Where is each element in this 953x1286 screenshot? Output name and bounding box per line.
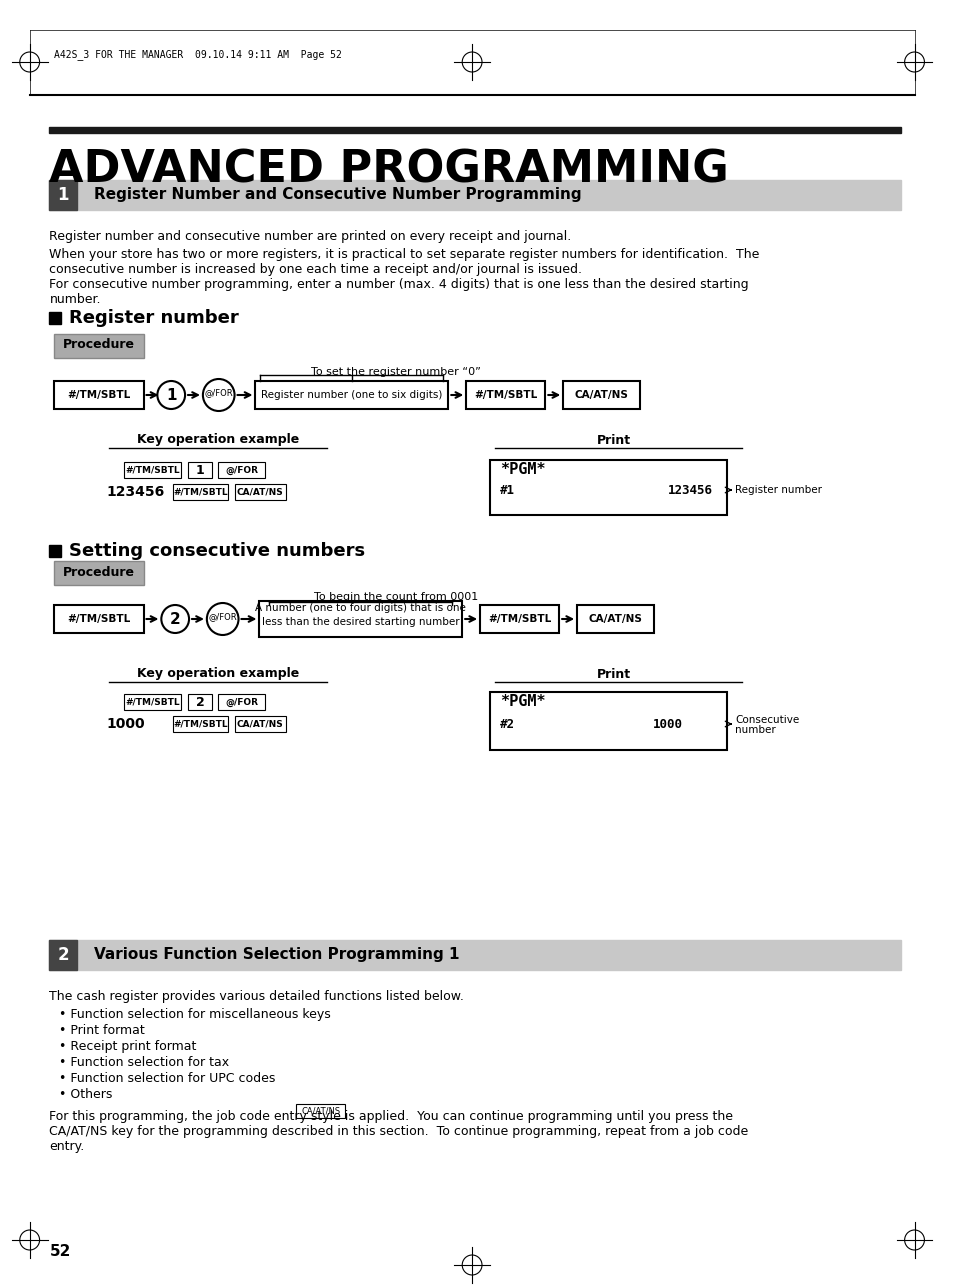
Text: @/FOR: @/FOR bbox=[225, 697, 257, 706]
Bar bbox=[54, 381, 143, 409]
Text: 123456: 123456 bbox=[667, 484, 712, 496]
Text: @/FOR: @/FOR bbox=[208, 612, 236, 621]
Bar bbox=[562, 381, 639, 409]
Bar bbox=[259, 601, 462, 637]
Text: #2: #2 bbox=[499, 718, 515, 730]
Bar bbox=[50, 940, 77, 970]
Bar bbox=[255, 381, 448, 409]
Text: #/TM/SBTL: #/TM/SBTL bbox=[474, 390, 537, 400]
Text: To begin the count from 0001: To begin the count from 0001 bbox=[314, 592, 477, 602]
Text: 1000: 1000 bbox=[107, 718, 146, 730]
Text: CA/AT/NS: CA/AT/NS bbox=[575, 390, 628, 400]
Text: Setting consecutive numbers: Setting consecutive numbers bbox=[70, 541, 365, 559]
Text: 1000: 1000 bbox=[653, 718, 682, 730]
Bar bbox=[54, 334, 143, 358]
Bar bbox=[466, 381, 545, 409]
Bar bbox=[124, 462, 181, 478]
Text: A42S_3 FOR THE MANAGER  09.10.14 9:11 AM  Page 52: A42S_3 FOR THE MANAGER 09.10.14 9:11 AM … bbox=[54, 50, 342, 60]
Bar bbox=[173, 484, 228, 500]
Text: 2: 2 bbox=[57, 946, 69, 964]
Text: #1: #1 bbox=[499, 484, 515, 496]
Text: • Function selection for miscellaneous keys: • Function selection for miscellaneous k… bbox=[59, 1008, 331, 1021]
Text: #/TM/SBTL: #/TM/SBTL bbox=[68, 390, 131, 400]
Text: To set the register number “0”: To set the register number “0” bbox=[311, 367, 480, 377]
Bar bbox=[490, 460, 727, 514]
Bar bbox=[50, 940, 900, 970]
Text: Register number: Register number bbox=[70, 309, 239, 327]
Bar bbox=[54, 604, 143, 633]
Text: 2: 2 bbox=[195, 696, 204, 709]
Text: #/TM/SBTL: #/TM/SBTL bbox=[125, 466, 179, 475]
Text: 1: 1 bbox=[166, 387, 176, 403]
Bar bbox=[124, 694, 181, 710]
Bar bbox=[577, 604, 654, 633]
Text: number: number bbox=[735, 725, 776, 736]
Text: Register number and consecutive number are printed on every receipt and journal.: Register number and consecutive number a… bbox=[50, 230, 571, 243]
Text: For this programming, the job code entry style is applied.  You can continue pro: For this programming, the job code entry… bbox=[50, 1110, 748, 1154]
Bar bbox=[479, 604, 558, 633]
Text: CA/AT/NS: CA/AT/NS bbox=[236, 719, 283, 728]
Text: • Function selection for tax: • Function selection for tax bbox=[59, 1056, 230, 1069]
Text: Register number: Register number bbox=[735, 485, 821, 495]
Text: 1: 1 bbox=[57, 186, 69, 204]
Text: When your store has two or more registers, it is practical to set separate regis: When your store has two or more register… bbox=[50, 248, 760, 276]
Bar bbox=[50, 312, 61, 324]
Text: CA/AT/NS: CA/AT/NS bbox=[301, 1106, 340, 1115]
Text: The cash register provides various detailed functions listed below.: The cash register provides various detai… bbox=[50, 990, 464, 1003]
Text: @/FOR: @/FOR bbox=[225, 466, 257, 475]
Text: 52: 52 bbox=[50, 1245, 71, 1259]
Bar bbox=[173, 716, 228, 732]
Bar bbox=[50, 180, 77, 210]
Text: @/FOR: @/FOR bbox=[204, 388, 233, 397]
Text: CA/AT/NS: CA/AT/NS bbox=[588, 613, 642, 624]
Bar bbox=[50, 180, 900, 210]
Bar bbox=[234, 716, 286, 732]
Text: #/TM/SBTL: #/TM/SBTL bbox=[172, 487, 228, 496]
Text: Key operation example: Key operation example bbox=[136, 667, 298, 680]
Text: 1: 1 bbox=[195, 463, 204, 477]
Text: #/TM/SBTL: #/TM/SBTL bbox=[172, 719, 228, 728]
Text: Procedure: Procedure bbox=[63, 338, 134, 351]
Bar bbox=[234, 484, 286, 500]
Text: Procedure: Procedure bbox=[63, 566, 134, 579]
Text: #/TM/SBTL: #/TM/SBTL bbox=[488, 613, 551, 624]
Bar bbox=[188, 462, 212, 478]
Text: ADVANCED PROGRAMMING: ADVANCED PROGRAMMING bbox=[50, 148, 728, 192]
Text: • Others: • Others bbox=[59, 1088, 112, 1101]
Text: *PGM*: *PGM* bbox=[499, 694, 545, 710]
Text: • Receipt print format: • Receipt print format bbox=[59, 1040, 196, 1053]
Text: #/TM/SBTL: #/TM/SBTL bbox=[125, 697, 179, 706]
Text: 2: 2 bbox=[170, 612, 180, 626]
Text: Print: Print bbox=[596, 667, 630, 680]
Text: *PGM*: *PGM* bbox=[499, 463, 545, 477]
Bar bbox=[50, 545, 61, 557]
Bar bbox=[295, 1103, 345, 1118]
Text: Key operation example: Key operation example bbox=[136, 433, 298, 446]
Bar bbox=[54, 561, 143, 585]
Bar bbox=[188, 694, 212, 710]
Bar bbox=[50, 127, 900, 132]
Bar bbox=[217, 694, 265, 710]
Text: • Print format: • Print format bbox=[59, 1024, 145, 1037]
Bar bbox=[217, 462, 265, 478]
Text: Register number (one to six digits): Register number (one to six digits) bbox=[261, 390, 442, 400]
Text: 123456: 123456 bbox=[107, 485, 165, 499]
Text: CA/AT/NS: CA/AT/NS bbox=[236, 487, 283, 496]
Text: Register Number and Consecutive Number Programming: Register Number and Consecutive Number P… bbox=[94, 188, 581, 202]
Bar bbox=[490, 692, 727, 750]
Text: A number (one to four digits) that is one
less than the desired starting number: A number (one to four digits) that is on… bbox=[255, 603, 466, 626]
Text: Consecutive: Consecutive bbox=[735, 715, 799, 725]
Text: Various Function Selection Programming 1: Various Function Selection Programming 1 bbox=[94, 948, 459, 962]
Text: • Function selection for UPC codes: • Function selection for UPC codes bbox=[59, 1073, 275, 1085]
Text: Print: Print bbox=[596, 433, 630, 446]
Text: For consecutive number programming, enter a number (max. 4 digits) that is one l: For consecutive number programming, ente… bbox=[50, 278, 748, 306]
Text: #/TM/SBTL: #/TM/SBTL bbox=[68, 613, 131, 624]
